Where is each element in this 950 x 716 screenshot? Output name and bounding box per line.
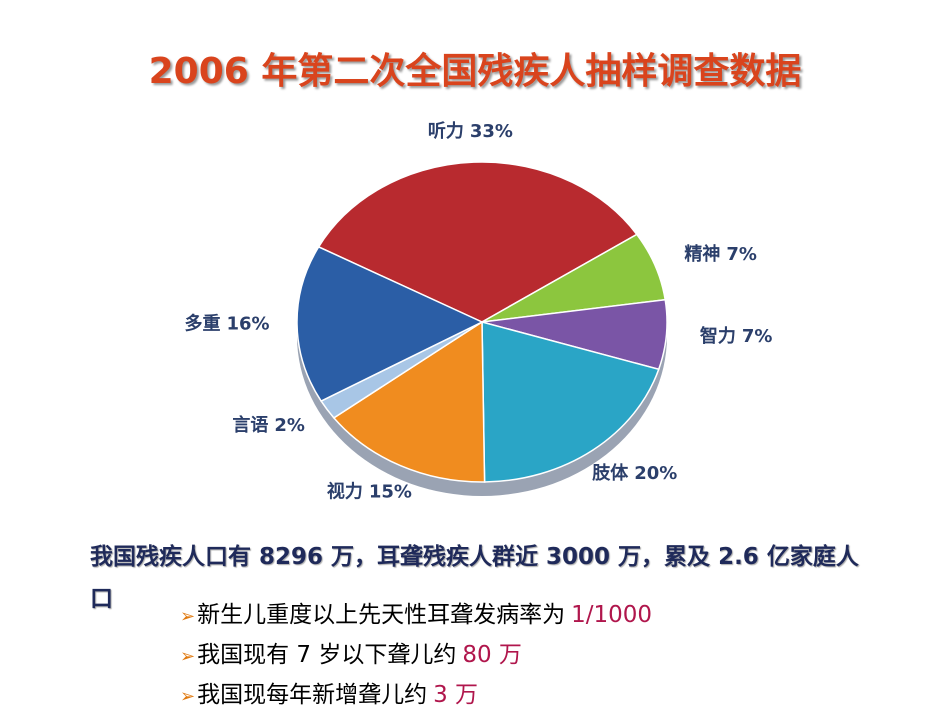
slice-value: 15% [369,481,412,502]
slice-label: 视力 15% [327,480,412,502]
slice-value: 20% [634,463,677,484]
note-text: 新生儿重度以上先天性耳聋发病率为 [197,602,566,628]
note-text: 我国现每年新增聋儿约 [197,682,428,708]
slice-category: 多重 [184,313,220,335]
slice-label: 听力 33% [428,120,513,142]
note-highlight: 3 万 [433,682,479,708]
slice-category: 智力 [700,325,736,347]
slice-category: 肢体 [592,462,629,484]
note-highlight: 1/1000 [571,602,653,628]
slice-value: 16% [226,314,269,335]
summary-text: 我国残疾人口有 8296 万，耳聋残疾人群近 3000 万，累及 2.6 亿家庭… [90,544,859,612]
slide-title: 2006 年第二次全国残疾人抽样调查数据 [148,51,802,92]
slice-value: 7% [742,326,773,347]
slice-value: 7% [726,244,757,265]
slice-category: 听力 [428,120,464,142]
slice-category: 言语 [232,414,268,436]
note-highlight: 80 万 [462,642,522,668]
slice-label: 精神 7% [684,243,757,265]
slice-category: 精神 [684,243,720,265]
pie-slice [317,161,638,323]
note-text: 我国现有 7 岁以下聋儿约 [197,642,457,668]
slice-label: 肢体 20% [592,462,677,484]
pie-slice [481,321,660,483]
slice-value: 33% [470,121,513,142]
slice-value: 2% [274,415,305,436]
slice-label: 言语 2% [232,414,305,436]
slice-label: 智力 7% [700,325,773,347]
slice-label: 多重 16% [184,313,269,335]
slice-category: 视力 [327,480,363,502]
pie-slice [332,320,486,483]
pie-slice [296,245,484,402]
